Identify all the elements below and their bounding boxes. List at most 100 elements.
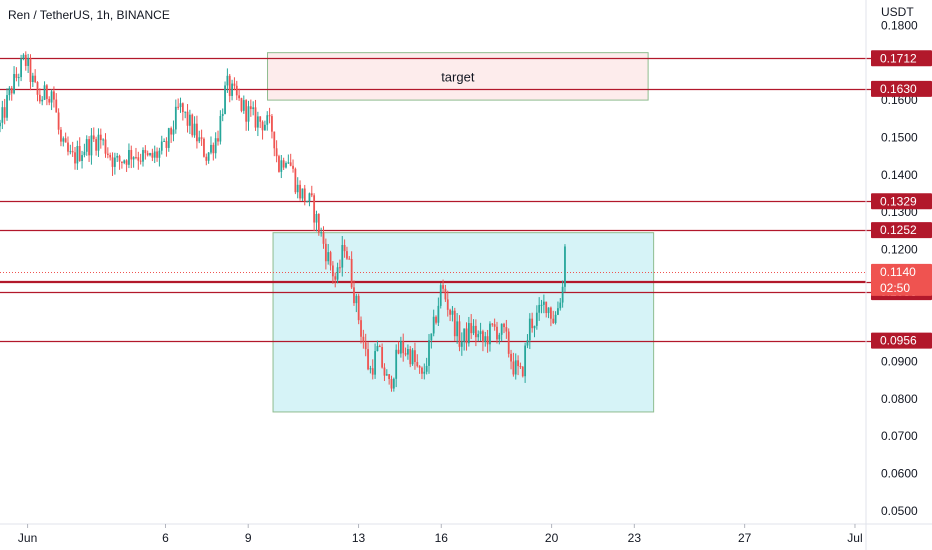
candle — [334, 272, 337, 288]
target-zone[interactable] — [267, 52, 649, 101]
candle-body — [336, 267, 339, 280]
candle-body — [64, 138, 67, 143]
candle-body — [399, 340, 402, 354]
level-badge[interactable]: 0.1252 — [871, 222, 932, 239]
candle — [416, 354, 419, 368]
candle — [259, 116, 262, 129]
level-badge[interactable]: 0.1630 — [871, 80, 932, 97]
candle — [439, 283, 442, 309]
candle — [550, 306, 552, 327]
candle-body — [249, 106, 252, 110]
range-zone[interactable] — [272, 232, 655, 413]
candle — [320, 227, 323, 237]
level-badge[interactable]: 0.1712 — [871, 50, 932, 67]
candle — [287, 154, 290, 164]
candle-body — [6, 95, 8, 118]
candle-body — [29, 58, 32, 83]
candle-body — [486, 336, 489, 345]
candle-body — [414, 350, 416, 363]
level-badge[interactable]: 0.0956 — [871, 332, 932, 349]
candle-body — [92, 135, 95, 140]
candle-body — [367, 349, 369, 370]
candle — [479, 322, 482, 341]
candle — [477, 330, 480, 342]
candle — [460, 332, 463, 356]
candle — [350, 251, 353, 289]
candle — [486, 329, 489, 353]
candle — [289, 153, 292, 167]
candle-body — [113, 157, 116, 167]
candle — [252, 101, 255, 116]
candle-body — [22, 54, 25, 59]
candle — [538, 297, 541, 321]
candle-body — [149, 153, 151, 156]
candle — [449, 308, 451, 322]
candle — [273, 131, 276, 157]
candle-body — [83, 151, 86, 156]
candle — [364, 333, 367, 357]
candle — [181, 102, 184, 121]
candle — [423, 363, 426, 380]
candle — [177, 98, 180, 110]
candle — [409, 346, 412, 368]
candle-body — [418, 366, 421, 368]
candle — [442, 279, 444, 293]
candle-body — [144, 150, 147, 154]
candle-body — [474, 325, 477, 338]
candle — [38, 88, 41, 104]
candle-body — [564, 246, 566, 287]
candle-body — [467, 323, 470, 344]
candle — [160, 135, 163, 155]
candle-body — [268, 115, 271, 117]
x-tick-label: 13 — [352, 531, 366, 545]
candle-body — [203, 138, 205, 157]
candle-body — [505, 327, 508, 332]
candle — [186, 104, 189, 133]
candle — [233, 77, 236, 91]
candle — [521, 366, 524, 378]
candle — [489, 321, 491, 352]
last-price-badge[interactable]: 0.1140 02:50 — [871, 263, 932, 296]
candle-body — [242, 100, 245, 111]
candle-body — [167, 128, 170, 148]
candle-body — [385, 374, 388, 376]
candle-body — [348, 258, 351, 260]
candle — [135, 147, 137, 160]
candle-body — [517, 360, 519, 367]
candle — [214, 132, 217, 159]
x-tick-label: 20 — [545, 531, 559, 545]
candle-body — [346, 251, 348, 259]
level-badge-text: 0.1252 — [880, 223, 917, 237]
candle — [472, 319, 475, 336]
candle-body — [299, 184, 301, 199]
candle-body — [411, 350, 414, 365]
candle — [322, 226, 325, 249]
candle — [371, 359, 374, 380]
candle-body — [435, 316, 437, 323]
level-badge[interactable]: 0.1329 — [871, 193, 932, 210]
candle-body — [139, 160, 142, 162]
candle — [500, 323, 503, 342]
candle — [301, 188, 304, 201]
candle-body — [423, 371, 426, 374]
candle — [542, 294, 545, 314]
candle — [231, 79, 233, 101]
x-tick-label: 16 — [435, 531, 449, 545]
candle-body — [343, 245, 346, 252]
candle-body — [285, 163, 287, 168]
candle — [48, 96, 51, 106]
candle-body — [48, 98, 51, 103]
candle-body — [137, 157, 140, 161]
candle-body — [547, 307, 550, 314]
candle-body — [479, 331, 482, 335]
candle-body — [245, 100, 248, 122]
candle-body — [31, 75, 34, 83]
candle — [292, 159, 294, 173]
candle-body — [430, 333, 433, 341]
candle-body — [371, 368, 374, 375]
candle-body — [153, 151, 156, 158]
candle — [385, 369, 388, 376]
candle — [369, 365, 372, 374]
